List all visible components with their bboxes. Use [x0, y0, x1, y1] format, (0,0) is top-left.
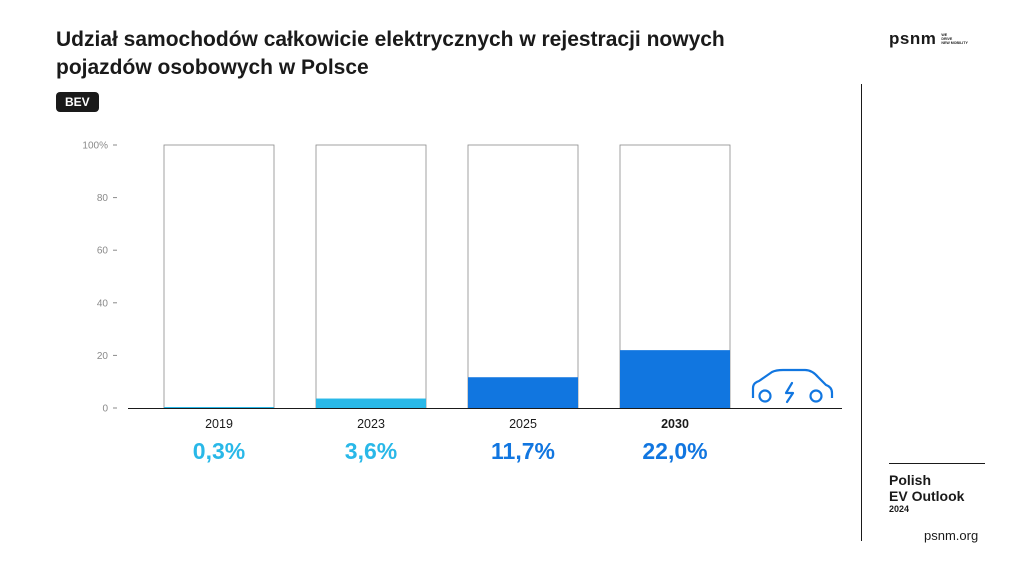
y-tick-label: 100% [82, 141, 108, 152]
logo-word: psnm [889, 29, 937, 48]
x-category-label: 2023 [357, 417, 385, 431]
outlook-line-1: Polish [889, 472, 932, 488]
outlook-year: 2024 [889, 504, 910, 514]
y-tick-label: 40 [97, 298, 109, 309]
chart-title: Udział samochodów całkowicie elektryczny… [56, 28, 725, 79]
y-axis: 0 20 40 60 80 100% [82, 141, 117, 415]
logo-slogan: WE DRIVE NEW MOBILITY [941, 33, 968, 46]
x-category-label: 2025 [509, 417, 537, 431]
psnm-logo: psnm WE DRIVE NEW MOBILITY [889, 29, 968, 49]
y-tick-label: 0 [102, 404, 108, 415]
y-tick-label: 60 [97, 246, 109, 257]
bev-tag: BEV [56, 92, 99, 112]
value-label: 11,7% [491, 438, 555, 464]
outlook-badge: Polish EV Outlook 2024 [889, 463, 985, 515]
electric-car-icon [751, 368, 834, 404]
logo-slogan-line: WE [941, 32, 948, 37]
site-url: psnm.org [924, 528, 979, 543]
y-tick-label: 20 [97, 351, 109, 362]
x-category-label: 2030 [661, 417, 689, 431]
bar-2023 [316, 398, 426, 408]
bar-2030 [620, 350, 730, 408]
bar-2025 [468, 377, 578, 408]
bar-background [163, 144, 275, 409]
value-label: 3,6% [345, 438, 397, 464]
value-label: 0,3% [193, 438, 245, 464]
vertical-divider [861, 84, 862, 541]
value-label: 22,0% [642, 438, 707, 464]
outlook-rule [889, 463, 985, 464]
outlook-line-2: EV Outlook [889, 488, 965, 504]
bar-background [467, 144, 579, 409]
bar-background [315, 144, 427, 409]
bar-2019 [164, 407, 274, 408]
bars [163, 144, 731, 409]
logo-slogan-line: NEW MOBILITY [941, 41, 968, 46]
x-category-label: 2019 [205, 417, 233, 431]
bar-labels: 2019 0,3% 2023 3,6% 2025 11,7% 2030 22,0% [193, 417, 708, 464]
y-tick-label: 80 [97, 193, 109, 204]
logo-slogan-line: DRIVE [941, 36, 953, 41]
